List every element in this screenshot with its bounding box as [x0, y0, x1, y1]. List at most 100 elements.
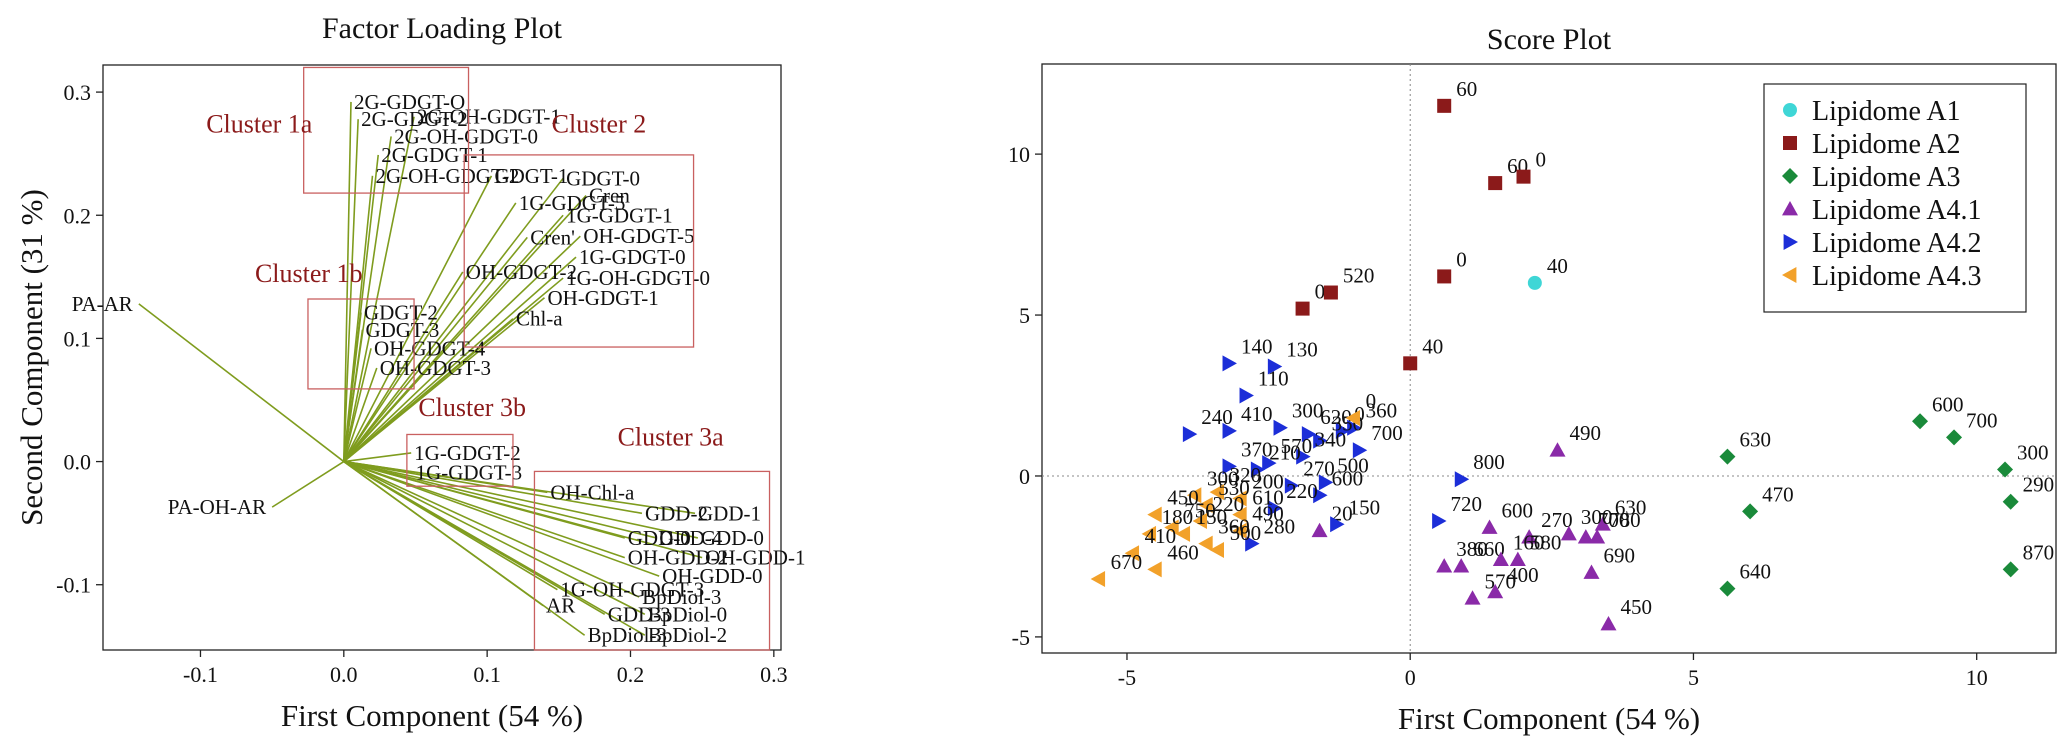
- legend-marker: [1783, 136, 1797, 150]
- point-label: 870: [2023, 540, 2055, 564]
- vector-label: 1G-GDGT-2: [414, 441, 521, 465]
- point-label: 270: [1541, 508, 1573, 532]
- point-label: 580: [1530, 531, 1562, 555]
- vector-label: 1G-GDGT-3: [416, 461, 523, 485]
- loading-vector: [343, 460, 696, 515]
- cluster-box: [533, 470, 771, 651]
- data-point: [1198, 496, 1213, 513]
- y-tick-label: 0.0: [64, 450, 92, 475]
- data-point: [1090, 570, 1106, 587]
- data-point: [1403, 356, 1418, 371]
- loading-vector: [343, 177, 564, 463]
- data-point: [1164, 519, 1179, 536]
- score-plot: Score Plot First Component (54 %) -5 0 5 10 -5…: [1008, 23, 2057, 736]
- point-label: 200: [1252, 470, 1284, 494]
- cluster-label: Cluster 3a: [618, 423, 725, 452]
- data-point: [1295, 301, 1310, 316]
- point-label: 210: [1269, 441, 1301, 465]
- vector-label: GDD-0: [701, 526, 764, 550]
- point-label: 370: [1241, 437, 1273, 461]
- vector-label: GDD-0: [628, 526, 691, 550]
- x-tick-label: 10: [1966, 665, 1988, 690]
- point-label: 60: [1456, 77, 1477, 101]
- data-point: [1267, 500, 1283, 517]
- point-label: 700: [1371, 421, 1403, 445]
- data-point: [1719, 448, 1736, 465]
- data-point: [2002, 561, 2019, 578]
- data-point: [1454, 471, 1470, 488]
- point-label: 150: [1196, 505, 1228, 529]
- data-point: [1147, 506, 1162, 523]
- point-label: 500: [1337, 453, 1369, 477]
- x-tick-label: 0.0: [330, 662, 358, 687]
- data-point: [2002, 493, 2019, 510]
- data-point: [1186, 487, 1202, 504]
- loading-vector: [343, 256, 577, 463]
- point-label: 610: [1252, 486, 1284, 510]
- y-tick-label: 0.2: [64, 203, 92, 228]
- data-point: [1453, 558, 1470, 573]
- point-label: 240: [1201, 405, 1233, 429]
- data-point: [1560, 525, 1577, 541]
- cluster-label: Cluster 3b: [418, 393, 526, 422]
- cluster-label: Cluster 2: [552, 110, 647, 139]
- point-label: 380: [1456, 537, 1488, 561]
- vector-label: GDGT-2: [364, 301, 438, 325]
- legend-marker: [1783, 103, 1797, 117]
- legend-marker: [1782, 267, 1797, 283]
- point-label: 410: [1241, 402, 1273, 426]
- point-label: 0: [1536, 148, 1547, 172]
- loading-vector: [271, 460, 345, 508]
- data-point: [1583, 564, 1600, 579]
- y-axis-label: Second Component (31 %): [14, 189, 49, 526]
- point-label: 140: [1241, 334, 1273, 358]
- data-point: [1245, 535, 1260, 552]
- data-point: [1436, 558, 1453, 573]
- data-point: [1222, 422, 1237, 439]
- vector-label: 2G-GDGT-O: [354, 90, 465, 114]
- point-label: 180: [1162, 505, 1194, 529]
- point-label: 600: [1332, 466, 1364, 490]
- factor-loading-plot: Factor Loading Plot First Component (54 %…: [14, 12, 805, 733]
- data-point: [1313, 432, 1328, 449]
- loading-vector: [343, 460, 586, 636]
- data-point: [1352, 442, 1368, 459]
- data-point: [1232, 490, 1247, 507]
- plot-frame: [102, 64, 782, 651]
- vector-label: OH-GDD-2: [628, 546, 728, 570]
- loading-vector: [343, 460, 646, 636]
- point-label: 630: [1739, 428, 1771, 452]
- legend-marker: [1782, 201, 1798, 216]
- vector-label: GDD-3: [608, 602, 671, 626]
- data-point: [1284, 477, 1300, 494]
- loading-vector: [343, 329, 364, 462]
- loading-vector: [343, 235, 581, 463]
- vector-label: PA-AR: [72, 292, 133, 316]
- point-label: 470: [1762, 482, 1794, 506]
- point-label: 290: [2023, 473, 2055, 497]
- vector-label: BpDiol-3: [642, 585, 721, 609]
- loading-vector: [343, 175, 493, 462]
- x-tick-label: -5: [1118, 665, 1136, 690]
- point-label: 720: [1451, 492, 1483, 516]
- vector-label: BpDiol-3: [588, 623, 667, 647]
- data-point: [1222, 355, 1237, 372]
- loading-vector: [343, 202, 517, 463]
- point-label: 800: [1473, 450, 1505, 474]
- point-label: 530: [1218, 476, 1250, 500]
- data-point: [1437, 269, 1452, 284]
- legend-label: Lipidome A4.3: [1812, 261, 1982, 292]
- point-label: 570: [1281, 434, 1313, 458]
- cluster-label: Cluster 1b: [255, 259, 363, 288]
- series-lipidome-a1: 40: [1527, 254, 1568, 290]
- data-point: [1437, 98, 1452, 113]
- cluster-box: [307, 298, 415, 390]
- point-label: 300: [1292, 399, 1324, 423]
- data-point: [1198, 535, 1213, 552]
- legend-label: Lipidome A1: [1812, 96, 1961, 127]
- point-label: 490: [1252, 502, 1284, 526]
- legend-label: Lipidome A4.2: [1812, 228, 1982, 259]
- data-point: [1250, 461, 1266, 478]
